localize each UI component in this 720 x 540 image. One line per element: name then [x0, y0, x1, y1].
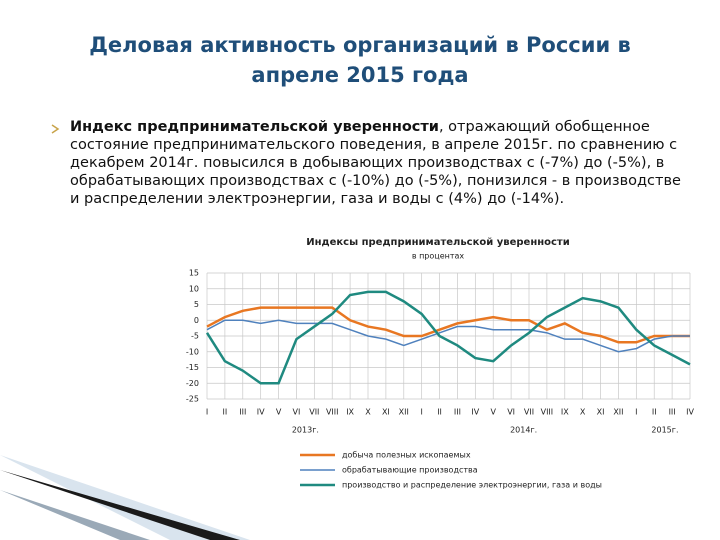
x-tick-label: VI — [507, 408, 515, 417]
x-tick-label: V — [276, 408, 282, 417]
x-tick-label: V — [490, 408, 496, 417]
x-tick-label: II — [652, 408, 657, 417]
bullet-bold: Индекс предпринимательской уверенности — [70, 119, 439, 135]
y-tick-label: -15 — [186, 363, 199, 372]
year-label: 2013г. — [292, 426, 319, 435]
x-tick-label: VIII — [326, 408, 339, 417]
x-tick-label: VI — [293, 408, 301, 417]
x-tick-label: III — [454, 408, 461, 417]
year-label: 2014г. — [510, 426, 537, 435]
slide-title: Деловая активность организаций в России … — [89, 33, 631, 87]
legend-label: обрабатывающие производства — [342, 466, 478, 475]
chart-subtitle: в процентах — [412, 252, 465, 261]
x-tick-label: X — [365, 408, 371, 417]
chart-title: Индексы предпринимательской уверенности — [306, 237, 570, 248]
x-tick-label: IV — [257, 408, 265, 417]
bullet-icon — [51, 124, 60, 134]
x-tick-label: IX — [346, 408, 354, 417]
year-label: 2015г. — [651, 426, 678, 435]
decoration — [0, 455, 250, 540]
legend-label: производство и распределение электроэнер… — [342, 481, 602, 490]
x-tick-label: VII — [309, 408, 319, 417]
legend-label: добыча полезных ископаемых — [342, 451, 471, 460]
x-tick-label: VII — [524, 408, 534, 417]
x-tick-label: VIII — [541, 408, 554, 417]
y-tick-label: 10 — [189, 284, 199, 293]
x-tick-label: III — [669, 408, 676, 417]
x-tick-label: X — [580, 408, 586, 417]
x-tick-label: XI — [597, 408, 605, 417]
x-tick-label: XII — [399, 408, 409, 417]
x-tick-label: I — [206, 408, 208, 417]
y-tick-label: -25 — [186, 395, 199, 404]
bullet-body: , отражающий обобщенное состояние предпр… — [70, 119, 681, 207]
bullet-text: Индекс предпринимательской уверенности, … — [70, 118, 690, 208]
series-line — [206, 319, 690, 353]
x-tick-label: III — [239, 408, 246, 417]
x-tick-label: I — [635, 408, 637, 417]
y-tick-label: -5 — [191, 332, 199, 341]
x-tick-label: IV — [686, 408, 694, 417]
x-tick-label: IV — [471, 408, 479, 417]
series-line — [206, 306, 690, 344]
y-tick-label: 0 — [194, 316, 199, 325]
series-line — [205, 290, 691, 385]
y-tick-label: 15 — [189, 269, 199, 278]
x-tick-label: XI — [382, 408, 390, 417]
y-tick-label: -10 — [186, 347, 199, 356]
y-tick-label: 5 — [194, 300, 199, 309]
y-tick-label: -20 — [186, 379, 199, 388]
x-tick-label: II — [437, 408, 442, 417]
x-tick-label: I — [420, 408, 422, 417]
x-tick-label: II — [223, 408, 228, 417]
x-tick-label: IX — [561, 408, 569, 417]
x-tick-label: XII — [613, 408, 623, 417]
